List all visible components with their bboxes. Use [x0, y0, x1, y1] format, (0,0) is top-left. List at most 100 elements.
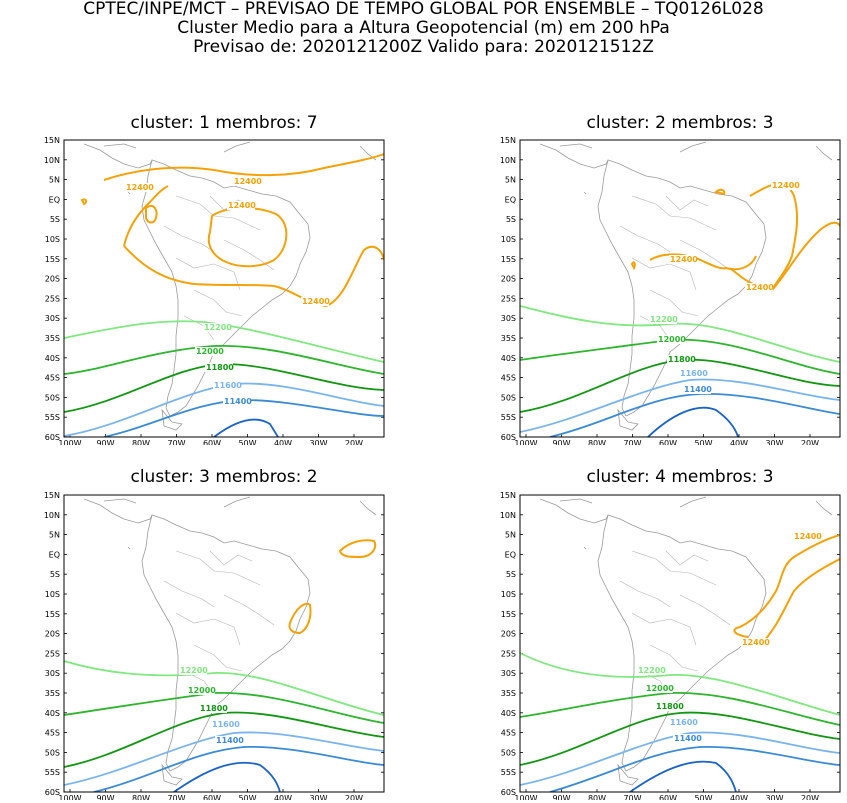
contour-label: 11600	[214, 381, 242, 390]
contour-11200	[647, 406, 739, 437]
island-coastline	[359, 500, 377, 516]
central-america-coastline	[83, 498, 153, 524]
lon-tick-label: 90W	[96, 439, 114, 445]
header-line-1: CPTEC/INPE/MCT – PREVISAO DE TEMPO GLOBA…	[83, 0, 764, 19]
lat-tick-label: 10S	[501, 590, 516, 599]
contour-12400	[145, 204, 158, 224]
lon-tick-label: 80W	[588, 439, 606, 445]
lon-tick-label: 80W	[132, 794, 150, 800]
country-border	[175, 195, 261, 231]
contour-label: 11400	[224, 397, 252, 406]
lon-tick-label: 70W	[167, 794, 185, 800]
lat-tick-label: 35S	[45, 689, 60, 698]
lat-tick-label: 30S	[501, 669, 516, 678]
header-line-2: Cluster Medio para a Altura Geopotencial…	[177, 18, 670, 38]
lat-tick-label: 25S	[45, 294, 60, 303]
contour-11400	[549, 745, 840, 792]
contour-11200	[213, 418, 279, 437]
contour-11200	[629, 760, 737, 792]
contour-label: 12000	[658, 335, 686, 344]
island-coastline	[815, 145, 833, 161]
contour-label: 12200	[180, 666, 208, 675]
contour-11600	[64, 731, 384, 786]
lon-tick-label: 80W	[588, 794, 606, 800]
lon-tick-label: 30W	[309, 794, 327, 800]
country-border	[665, 550, 709, 566]
island-coastline	[103, 143, 137, 149]
lat-tick-label: 55S	[501, 413, 516, 422]
lon-tick-label: 70W	[623, 439, 641, 445]
contour-12400	[103, 153, 384, 181]
lon-tick-label: 20W	[345, 439, 363, 445]
lat-tick-label: EQ	[49, 195, 60, 204]
contour-12400	[630, 261, 636, 271]
contour-11800	[64, 711, 384, 768]
contour-12400	[123, 245, 384, 308]
lat-tick-label: 35S	[501, 334, 516, 343]
lat-tick-label: 25S	[45, 649, 60, 658]
lat-tick-label: 20S	[501, 630, 516, 639]
map-area: 12200 12000 11800 11600 11400	[63, 494, 385, 793]
lon-tick-label: 100W	[514, 439, 537, 445]
panel-4-title: cluster: 4 membros: 3	[586, 467, 774, 487]
lat-tick-label: 50S	[45, 748, 60, 757]
lat-tick-label: 40S	[501, 354, 516, 363]
lat-tick-label: 5S	[50, 215, 60, 224]
lat-tick-label: 15N	[500, 136, 516, 145]
header-line-3: Previsao de: 2020121200Z Valido para: 20…	[193, 37, 654, 57]
island-coastline	[583, 191, 587, 195]
contour-12200	[64, 320, 384, 363]
contour-12400	[338, 539, 377, 559]
contour-label: 11800	[206, 363, 234, 372]
lat-tick-label: 25S	[501, 294, 516, 303]
contour-label: 12400	[234, 177, 262, 186]
contour-label: 11400	[684, 385, 712, 394]
lon-tick-label: 100W	[58, 439, 81, 445]
lat-tick-label: 10S	[45, 590, 60, 599]
lat-tick-label: 30S	[501, 314, 516, 323]
lat-tick-label: 15N	[44, 136, 60, 145]
lon-tick-label: 40W	[730, 794, 748, 800]
lat-tick-label: 10N	[500, 156, 516, 165]
lon-tick-label: 90W	[552, 794, 570, 800]
country-border	[665, 195, 709, 211]
lat-tick-label: 35S	[501, 689, 516, 698]
contour-label: 12400	[742, 638, 770, 647]
lat-tick-label: 20S	[45, 630, 60, 639]
contour-12400	[714, 188, 726, 196]
country-border	[193, 644, 243, 672]
country-border	[223, 239, 275, 271]
south-america-coastline	[597, 514, 767, 772]
country-border	[631, 195, 717, 231]
island-coastline	[583, 546, 587, 550]
contour-11600	[520, 731, 840, 786]
contour-label: 12400	[794, 532, 822, 541]
contour-label: 11600	[680, 369, 708, 378]
country-border	[175, 612, 241, 646]
lat-tick-label: 45S	[45, 729, 60, 738]
lon-tick-label: 80W	[132, 439, 150, 445]
map-area: 12400 12400 12400 12200 12000 11800 11600 11400	[519, 139, 841, 438]
lon-tick-label: 50W	[694, 439, 712, 445]
map-area: 12400 12400 12400 12400 12200 12000 11800 11600…	[63, 139, 385, 438]
lon-tick-label: 50W	[694, 794, 712, 800]
country-border	[223, 594, 275, 626]
lon-tick-label: 90W	[96, 794, 114, 800]
lon-tick-label: 70W	[623, 794, 641, 800]
contour-label: 12000	[646, 684, 674, 693]
country-border	[619, 580, 671, 608]
contour-12400	[733, 534, 840, 638]
country-border	[175, 257, 241, 291]
contour-label: 12400	[746, 283, 774, 292]
contour-label: 12400	[772, 181, 800, 190]
island-coastline	[559, 143, 593, 149]
lon-tick-label: 40W	[730, 439, 748, 445]
lat-tick-label: EQ	[49, 550, 60, 559]
contour-label: 12000	[188, 686, 216, 695]
lat-tick-label: 25S	[501, 649, 516, 658]
lon-tick-label: 60W	[203, 794, 221, 800]
country-border	[679, 594, 731, 626]
island-coastline	[617, 408, 639, 431]
panel-1-map: 15N 10N 5N EQ 5S 10S 15S 20S 25S 30S 35S 40S 45S 50S 5…	[44, 136, 385, 445]
lat-tick-label: 45S	[501, 374, 516, 383]
